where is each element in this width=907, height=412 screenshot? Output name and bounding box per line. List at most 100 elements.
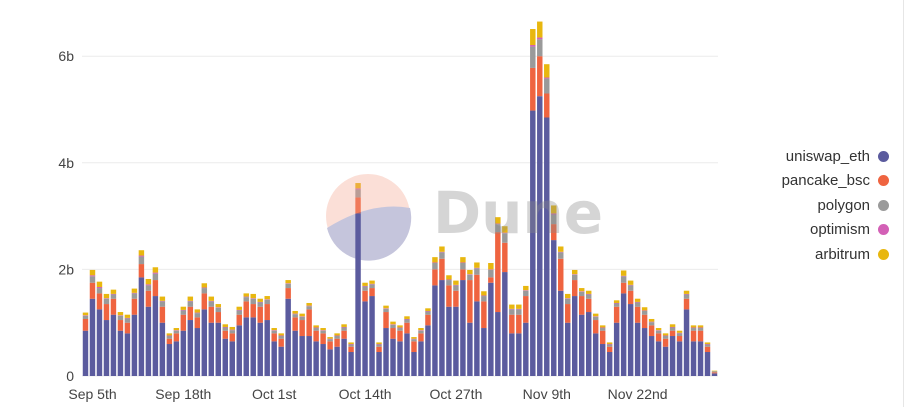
bar-segment-optimism[interactable] <box>704 344 711 345</box>
bar-segment-pancake-bsc[interactable] <box>117 320 124 331</box>
bar-segment-uniswap-eth[interactable] <box>453 306 459 376</box>
bar-segment-polygon[interactable] <box>446 280 452 286</box>
bar-stack[interactable] <box>271 328 277 376</box>
bar-segment-optimism[interactable] <box>446 279 452 281</box>
bar-segment-arbitrum[interactable] <box>201 283 208 288</box>
bar-stack[interactable] <box>446 275 452 376</box>
bar-stack[interactable] <box>159 296 166 376</box>
bar-segment-polygon[interactable] <box>620 276 627 283</box>
bar-segment-optimism[interactable] <box>439 251 445 253</box>
bar-segment-uniswap-eth[interactable] <box>627 304 634 376</box>
bar-stack[interactable] <box>173 328 180 376</box>
bar-stack[interactable] <box>117 312 124 376</box>
bar-segment-polygon[interactable] <box>439 252 445 259</box>
bar-segment-optimism[interactable] <box>166 335 173 337</box>
bar-segment-uniswap-eth[interactable] <box>544 117 550 377</box>
bar-segment-uniswap-eth[interactable] <box>208 322 215 376</box>
bar-segment-pancake-bsc[interactable] <box>613 306 620 323</box>
bar-segment-pancake-bsc[interactable] <box>82 318 89 331</box>
bar-segment-uniswap-eth[interactable] <box>404 333 410 376</box>
bar-segment-pancake-bsc[interactable] <box>159 306 166 323</box>
bar-segment-pancake-bsc[interactable] <box>355 197 361 214</box>
bar-stack[interactable] <box>229 326 235 376</box>
bar-segment-optimism[interactable] <box>341 326 347 328</box>
bar-segment-optimism[interactable] <box>558 251 564 253</box>
bar-stack[interactable] <box>516 304 522 376</box>
bar-segment-polygon[interactable] <box>82 315 89 319</box>
bar-segment-polygon[interactable] <box>362 286 368 291</box>
bar-segment-arbitrum[interactable] <box>383 305 389 309</box>
bar-segment-arbitrum[interactable] <box>376 342 382 345</box>
bar-segment-polygon[interactable] <box>683 294 690 299</box>
bar-segment-optimism[interactable] <box>369 283 375 285</box>
bar-segment-uniswap-eth[interactable] <box>166 344 173 376</box>
bar-segment-arbitrum[interactable] <box>285 280 291 284</box>
bar-segment-arbitrum[interactable] <box>299 313 305 317</box>
bar-segment-uniswap-eth[interactable] <box>425 325 431 376</box>
bar-segment-polygon[interactable] <box>425 311 431 315</box>
bar-segment-polygon[interactable] <box>460 263 466 270</box>
bar-segment-pancake-bsc[interactable] <box>229 333 235 342</box>
bar-stack[interactable] <box>397 325 403 376</box>
bar-segment-polygon[interactable] <box>558 252 564 259</box>
bar-stack[interactable] <box>222 324 228 376</box>
bar-segment-uniswap-eth[interactable] <box>187 320 194 376</box>
bar-segment-uniswap-eth[interactable] <box>117 330 124 376</box>
bar-segment-pancake-bsc[interactable] <box>627 290 634 305</box>
bar-segment-optimism[interactable] <box>145 284 152 286</box>
bar-segment-uniswap-eth[interactable] <box>299 336 305 376</box>
bar-segment-arbitrum[interactable] <box>208 296 215 301</box>
bar-segment-polygon[interactable] <box>488 269 494 278</box>
bar-segment-arbitrum[interactable] <box>578 288 585 292</box>
bar-segment-uniswap-eth[interactable] <box>613 322 620 376</box>
bar-segment-optimism[interactable] <box>355 188 361 190</box>
bar-stack[interactable] <box>592 313 599 376</box>
bar-segment-pancake-bsc[interactable] <box>565 304 571 323</box>
bar-stack[interactable] <box>481 291 487 376</box>
bar-segment-optimism[interactable] <box>613 302 620 304</box>
bar-segment-uniswap-eth[interactable] <box>397 341 403 376</box>
bar-segment-optimism[interactable] <box>320 330 326 331</box>
bar-segment-arbitrum[interactable] <box>96 281 103 287</box>
bar-segment-polygon[interactable] <box>215 307 222 313</box>
bar-segment-pancake-bsc[interactable] <box>152 280 159 297</box>
bar-segment-arbitrum[interactable] <box>655 328 662 331</box>
bar-segment-polygon[interactable] <box>418 330 424 334</box>
bar-segment-polygon[interactable] <box>292 314 298 318</box>
bar-segment-uniswap-eth[interactable] <box>585 312 592 376</box>
bar-segment-uniswap-eth[interactable] <box>152 296 159 376</box>
bar-segment-optimism[interactable] <box>96 286 103 289</box>
bar-segment-pancake-bsc[interactable] <box>523 296 529 323</box>
bar-segment-polygon[interactable] <box>152 273 159 281</box>
bar-segment-optimism[interactable] <box>271 330 277 331</box>
bar-segment-polygon[interactable] <box>341 327 347 331</box>
bar-segment-polygon[interactable] <box>655 330 662 334</box>
bar-segment-arbitrum[interactable] <box>250 293 256 299</box>
bar-stack[interactable] <box>369 280 375 376</box>
bar-segment-uniswap-eth[interactable] <box>662 346 669 376</box>
bar-segment-uniswap-eth[interactable] <box>655 341 662 376</box>
bar-segment-polygon[interactable] <box>411 339 417 342</box>
bar-stack[interactable] <box>131 288 138 376</box>
bar-segment-pancake-bsc[interactable] <box>145 290 152 307</box>
bar-segment-arbitrum[interactable] <box>292 310 298 314</box>
bar-stack[interactable] <box>236 306 242 376</box>
bar-segment-arbitrum[interactable] <box>103 293 110 299</box>
bar-segment-optimism[interactable] <box>173 330 180 331</box>
bar-segment-uniswap-eth[interactable] <box>82 330 89 376</box>
bar-segment-polygon[interactable] <box>565 298 571 305</box>
bar-segment-pancake-bsc[interactable] <box>516 314 522 334</box>
bar-segment-arbitrum[interactable] <box>131 288 138 293</box>
bar-segment-uniswap-eth[interactable] <box>222 338 228 376</box>
bar-stack[interactable] <box>194 309 201 376</box>
bar-segment-pancake-bsc[interactable] <box>271 333 277 342</box>
bar-segment-optimism[interactable] <box>278 335 284 337</box>
bar-segment-uniswap-eth[interactable] <box>551 240 557 376</box>
bar-segment-polygon[interactable] <box>544 78 550 94</box>
bar-segment-arbitrum[interactable] <box>320 328 326 331</box>
bar-segment-optimism[interactable] <box>488 269 494 270</box>
bar-stack[interactable] <box>418 328 424 376</box>
bar-segment-polygon[interactable] <box>690 328 697 331</box>
bar-segment-uniswap-eth[interactable] <box>306 336 312 376</box>
bar-segment-pancake-bsc[interactable] <box>278 338 284 347</box>
